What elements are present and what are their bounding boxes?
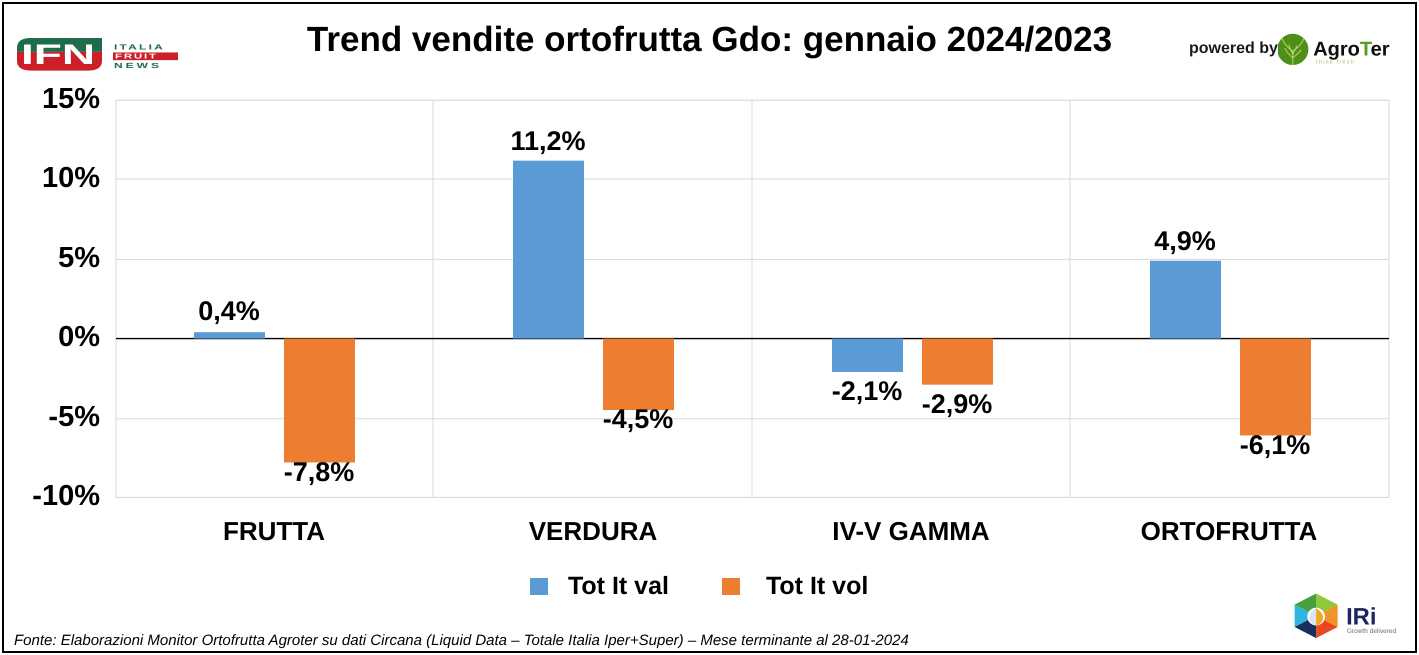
svg-text:-2,1%: -2,1% xyxy=(832,376,903,406)
svg-text:-10%: -10% xyxy=(32,480,100,512)
svg-text:15%: 15% xyxy=(42,83,100,115)
svg-text:-7,8%: -7,8% xyxy=(284,457,355,487)
svg-text:ORTOFRUTTA: ORTOFRUTTA xyxy=(1141,516,1318,546)
svg-text:IV-V GAMMA: IV-V GAMMA xyxy=(832,516,990,546)
svg-text:FRUTTA: FRUTTA xyxy=(223,516,325,546)
svg-text:-5%: -5% xyxy=(48,401,100,433)
svg-text:5%: 5% xyxy=(58,242,100,274)
svg-text:-4,5%: -4,5% xyxy=(603,404,674,434)
svg-text:0,4%: 0,4% xyxy=(198,296,260,326)
svg-text:10%: 10% xyxy=(42,162,100,194)
svg-text:Tot It vol: Tot It vol xyxy=(766,572,868,600)
svg-text:-2,9%: -2,9% xyxy=(922,389,993,419)
svg-text:Tot It val: Tot It val xyxy=(568,572,669,600)
svg-text:-6,1%: -6,1% xyxy=(1240,430,1311,460)
svg-text:11,2%: 11,2% xyxy=(510,126,585,156)
svg-text:4,9%: 4,9% xyxy=(1154,226,1216,256)
svg-text:VERDURA: VERDURA xyxy=(529,516,658,546)
svg-text:Fonte: Elaborazioni Monitor Or: Fonte: Elaborazioni Monitor Ortofrutta A… xyxy=(14,632,909,649)
svg-text:0%: 0% xyxy=(58,321,100,353)
